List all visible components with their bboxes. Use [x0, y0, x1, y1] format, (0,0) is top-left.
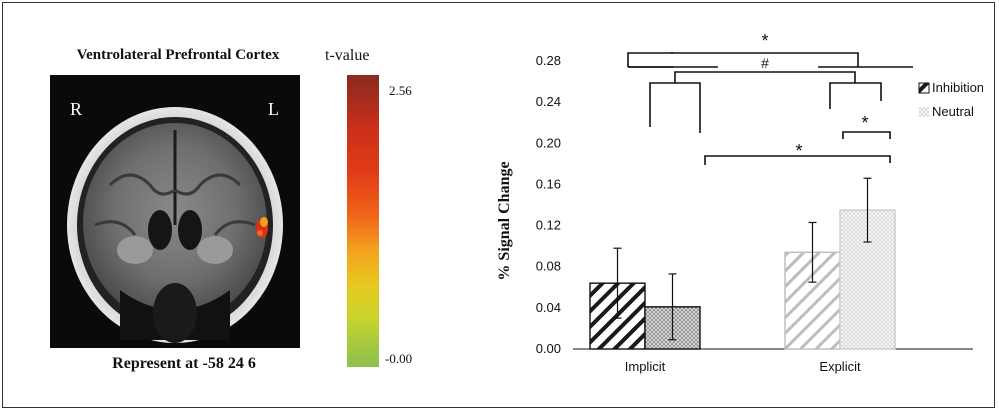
y-tick-label: 0.08 — [536, 259, 561, 274]
y-tick-label: 0.00 — [536, 341, 561, 356]
legend-label-neutral: Neutral — [932, 104, 974, 119]
y-axis-label: % Signal Change — [496, 161, 513, 280]
legend-label-inhibition: Inhibition — [932, 80, 983, 95]
y-tick-label: 0.12 — [536, 218, 561, 233]
sig-star-neutral: * — [795, 141, 802, 161]
orientation-left-label: L — [268, 99, 279, 119]
colorbar-min-label: -0.00 — [385, 351, 413, 366]
mri-caption: Represent at -58 24 6 — [112, 355, 256, 372]
error-bar-neutral-implicit — [668, 273, 677, 341]
error-bar-neutral-explicit — [863, 177, 872, 243]
x-axis-ticks: Implicit Explicit — [625, 359, 861, 374]
figure-frame: Ventrolateral Prefrontal Cortex — [2, 2, 995, 408]
y-axis-ticks: 0.00 0.04 0.08 0.12 0.16 0.20 0.24 0.28 — [536, 53, 561, 356]
error-bar-inhibition-implicit — [613, 247, 622, 319]
bar-chart: % Signal Change 0.00 0.04 0.08 0.12 0.16 0.20… — [496, 31, 983, 374]
x-tick-label: Implicit — [625, 359, 666, 374]
x-tick-label: Explicit — [819, 359, 861, 374]
y-tick-label: 0.20 — [536, 135, 561, 150]
legend-swatch-neutral — [919, 107, 929, 117]
colorbar — [347, 75, 379, 367]
colorbar-title: t-value — [325, 47, 370, 64]
sig-star-explicit: * — [861, 113, 868, 133]
y-tick-label: 0.24 — [536, 94, 561, 109]
mri-brain-image: R L — [50, 75, 300, 348]
error-bar-inhibition-explicit — [808, 221, 817, 283]
mri-title: Ventrolateral Prefrontal Cortex — [76, 47, 280, 63]
y-tick-label: 0.04 — [536, 300, 561, 315]
sig-hash: # — [761, 55, 769, 71]
bars — [589, 209, 896, 350]
legend-swatch-inhibition — [918, 82, 930, 94]
colorbar-max-label: 2.56 — [389, 83, 412, 98]
activation-blob — [256, 217, 268, 238]
y-tick-label: 0.28 — [536, 53, 561, 68]
legend: Inhibition Neutral — [918, 80, 983, 119]
significance-brackets — [627, 52, 913, 165]
error-bars — [613, 177, 872, 341]
sig-star-top: * — [761, 31, 768, 51]
y-tick-label: 0.16 — [536, 176, 561, 191]
orientation-right-label: R — [70, 99, 82, 119]
